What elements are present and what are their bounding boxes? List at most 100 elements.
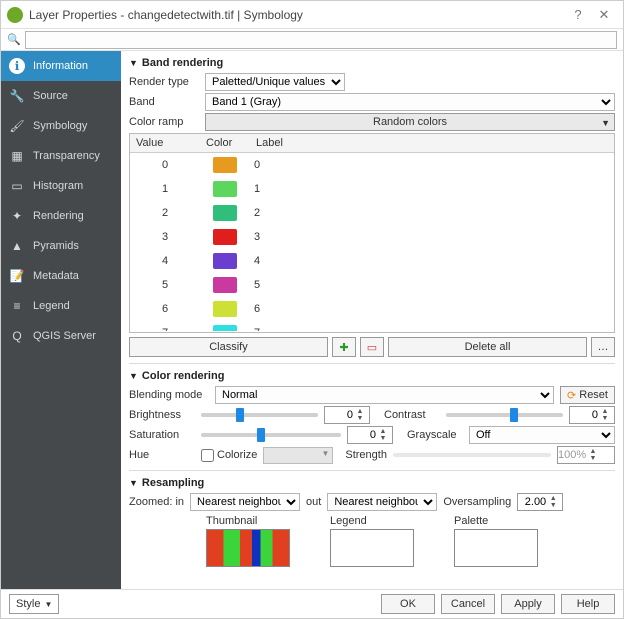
reset-button[interactable]: ⟳Reset — [560, 386, 615, 404]
sidebar-item-label: Source — [33, 90, 68, 102]
sidebar-item-label: Metadata — [33, 270, 79, 282]
band-label: Band — [129, 96, 199, 108]
sidebar-item-legend[interactable]: ≡Legend — [1, 291, 121, 321]
sidebar-item-metadata[interactable]: 📝Metadata — [1, 261, 121, 291]
cell-value: 6 — [130, 303, 200, 315]
cell-label: 0 — [250, 159, 614, 171]
contrast-label: Contrast — [384, 409, 440, 421]
oversampling-spin[interactable]: ▲▼ — [517, 493, 563, 511]
delete-all-button[interactable]: Delete all — [388, 337, 587, 357]
cell-label: 7 — [250, 327, 614, 331]
table-row[interactable]: 22 — [130, 201, 614, 225]
col-label[interactable]: Label — [250, 134, 614, 152]
brightness-spin[interactable]: ▲▼ — [324, 406, 370, 424]
contrast-spin[interactable]: ▲▼ — [569, 406, 615, 424]
reset-icon: ⟳ — [567, 389, 576, 402]
color-swatch[interactable] — [213, 229, 237, 245]
zoomed-in-label: Zoomed: in — [129, 496, 184, 508]
col-color[interactable]: Color — [200, 134, 250, 152]
sidebar-icon: ✦ — [9, 208, 25, 224]
table-row[interactable]: 55 — [130, 273, 614, 297]
palette-label: Palette — [454, 515, 488, 527]
sidebar-item-label: Pyramids — [33, 240, 79, 252]
color-swatch[interactable] — [213, 157, 237, 173]
titlebar: Layer Properties - changedetectwith.tif … — [1, 1, 623, 29]
value-table-body[interactable]: 0011223344556677 — [130, 153, 614, 331]
cell-label: 5 — [250, 279, 614, 291]
legend-preview — [330, 529, 414, 567]
sidebar-icon: Q — [9, 328, 25, 344]
band-select[interactable]: Band 1 (Gray) — [205, 93, 615, 111]
cell-label: 3 — [250, 231, 614, 243]
sidebar-icon: ℹ — [9, 58, 25, 74]
render-type-label: Render type — [129, 76, 199, 88]
remove-values-button[interactable]: ▭ — [360, 337, 384, 357]
sidebar-item-information[interactable]: ℹ Information — [1, 51, 121, 81]
col-value[interactable]: Value — [130, 134, 200, 152]
color-ramp-select[interactable]: Random colors ▼ — [205, 113, 615, 131]
sidebar-item-pyramids[interactable]: ▲Pyramids — [1, 231, 121, 261]
sidebar-item-label: Histogram — [33, 180, 83, 192]
legend-label: Legend — [330, 515, 367, 527]
zoom-out-select[interactable]: Nearest neighbour — [327, 493, 437, 511]
band-rendering-header[interactable]: ▼ Band rendering — [129, 57, 615, 69]
classify-button[interactable]: Classify — [129, 337, 328, 357]
thumbnail-label: Thumbnail — [206, 515, 257, 527]
help-button[interactable]: Help — [561, 594, 615, 614]
saturation-spin[interactable]: ▲▼ — [347, 426, 393, 444]
table-row[interactable]: 77 — [130, 321, 614, 331]
cell-value: 5 — [130, 279, 200, 291]
brightness-slider[interactable] — [201, 413, 318, 417]
more-options-button[interactable]: … — [591, 337, 615, 357]
sidebar-item-qgis-server[interactable]: QQGIS Server — [1, 321, 121, 351]
color-swatch[interactable] — [213, 277, 237, 293]
collapse-icon: ▼ — [129, 371, 138, 381]
sidebar-item-source[interactable]: 🔧Source — [1, 81, 121, 111]
resampling-header[interactable]: ▼ Resampling — [129, 477, 615, 489]
color-swatch[interactable] — [213, 325, 237, 331]
add-values-button[interactable]: ✚ — [332, 337, 356, 357]
sidebar-icon: ≡ — [9, 298, 25, 314]
colorize-checkbox[interactable]: Colorize — [201, 449, 257, 462]
table-row[interactable]: 44 — [130, 249, 614, 273]
color-swatch[interactable] — [213, 181, 237, 197]
ok-button[interactable]: OK — [381, 594, 435, 614]
saturation-slider[interactable] — [201, 433, 341, 437]
color-swatch[interactable] — [213, 205, 237, 221]
cell-label: 1 — [250, 183, 614, 195]
zoomed-out-label: out — [306, 496, 321, 508]
sidebar-item-histogram[interactable]: ▭Histogram — [1, 171, 121, 201]
hue-label: Hue — [129, 449, 195, 461]
color-rendering-header[interactable]: ▼ Color rendering — [129, 370, 615, 382]
sidebar-icon: 🖌 — [9, 118, 25, 134]
sidebar-item-label: Rendering — [33, 210, 84, 222]
qgis-logo-icon — [7, 7, 23, 23]
close-icon[interactable]: ✕ — [591, 7, 617, 23]
sidebar-item-label: Information — [33, 60, 88, 72]
blending-mode-select[interactable]: Normal — [215, 386, 554, 404]
color-swatch[interactable] — [213, 301, 237, 317]
saturation-label: Saturation — [129, 429, 195, 441]
help-icon[interactable]: ? — [565, 7, 591, 22]
color-swatch[interactable] — [213, 253, 237, 269]
grayscale-select[interactable]: Off — [469, 426, 615, 444]
style-menu-button[interactable]: Style▼ — [9, 594, 59, 614]
chevron-down-icon: ▼ — [601, 115, 610, 131]
zoom-in-select[interactable]: Nearest neighbour — [190, 493, 300, 511]
apply-button[interactable]: Apply — [501, 594, 555, 614]
table-row[interactable]: 66 — [130, 297, 614, 321]
table-row[interactable]: 11 — [130, 177, 614, 201]
strength-label: Strength — [345, 449, 387, 461]
sidebar-item-symbology[interactable]: 🖌Symbology — [1, 111, 121, 141]
contrast-slider[interactable] — [446, 413, 563, 417]
table-row[interactable]: 33 — [130, 225, 614, 249]
cell-label: 6 — [250, 303, 614, 315]
sidebar-item-transparency[interactable]: ▦Transparency — [1, 141, 121, 171]
render-type-select[interactable]: Paletted/Unique values — [205, 73, 345, 91]
cancel-button[interactable]: Cancel — [441, 594, 495, 614]
search-input[interactable] — [25, 31, 617, 49]
sidebar-item-rendering[interactable]: ✦ Rendering — [1, 201, 121, 231]
cell-value: 4 — [130, 255, 200, 267]
value-table: Value Color Label 0011223344556677 — [129, 133, 615, 333]
table-row[interactable]: 00 — [130, 153, 614, 177]
